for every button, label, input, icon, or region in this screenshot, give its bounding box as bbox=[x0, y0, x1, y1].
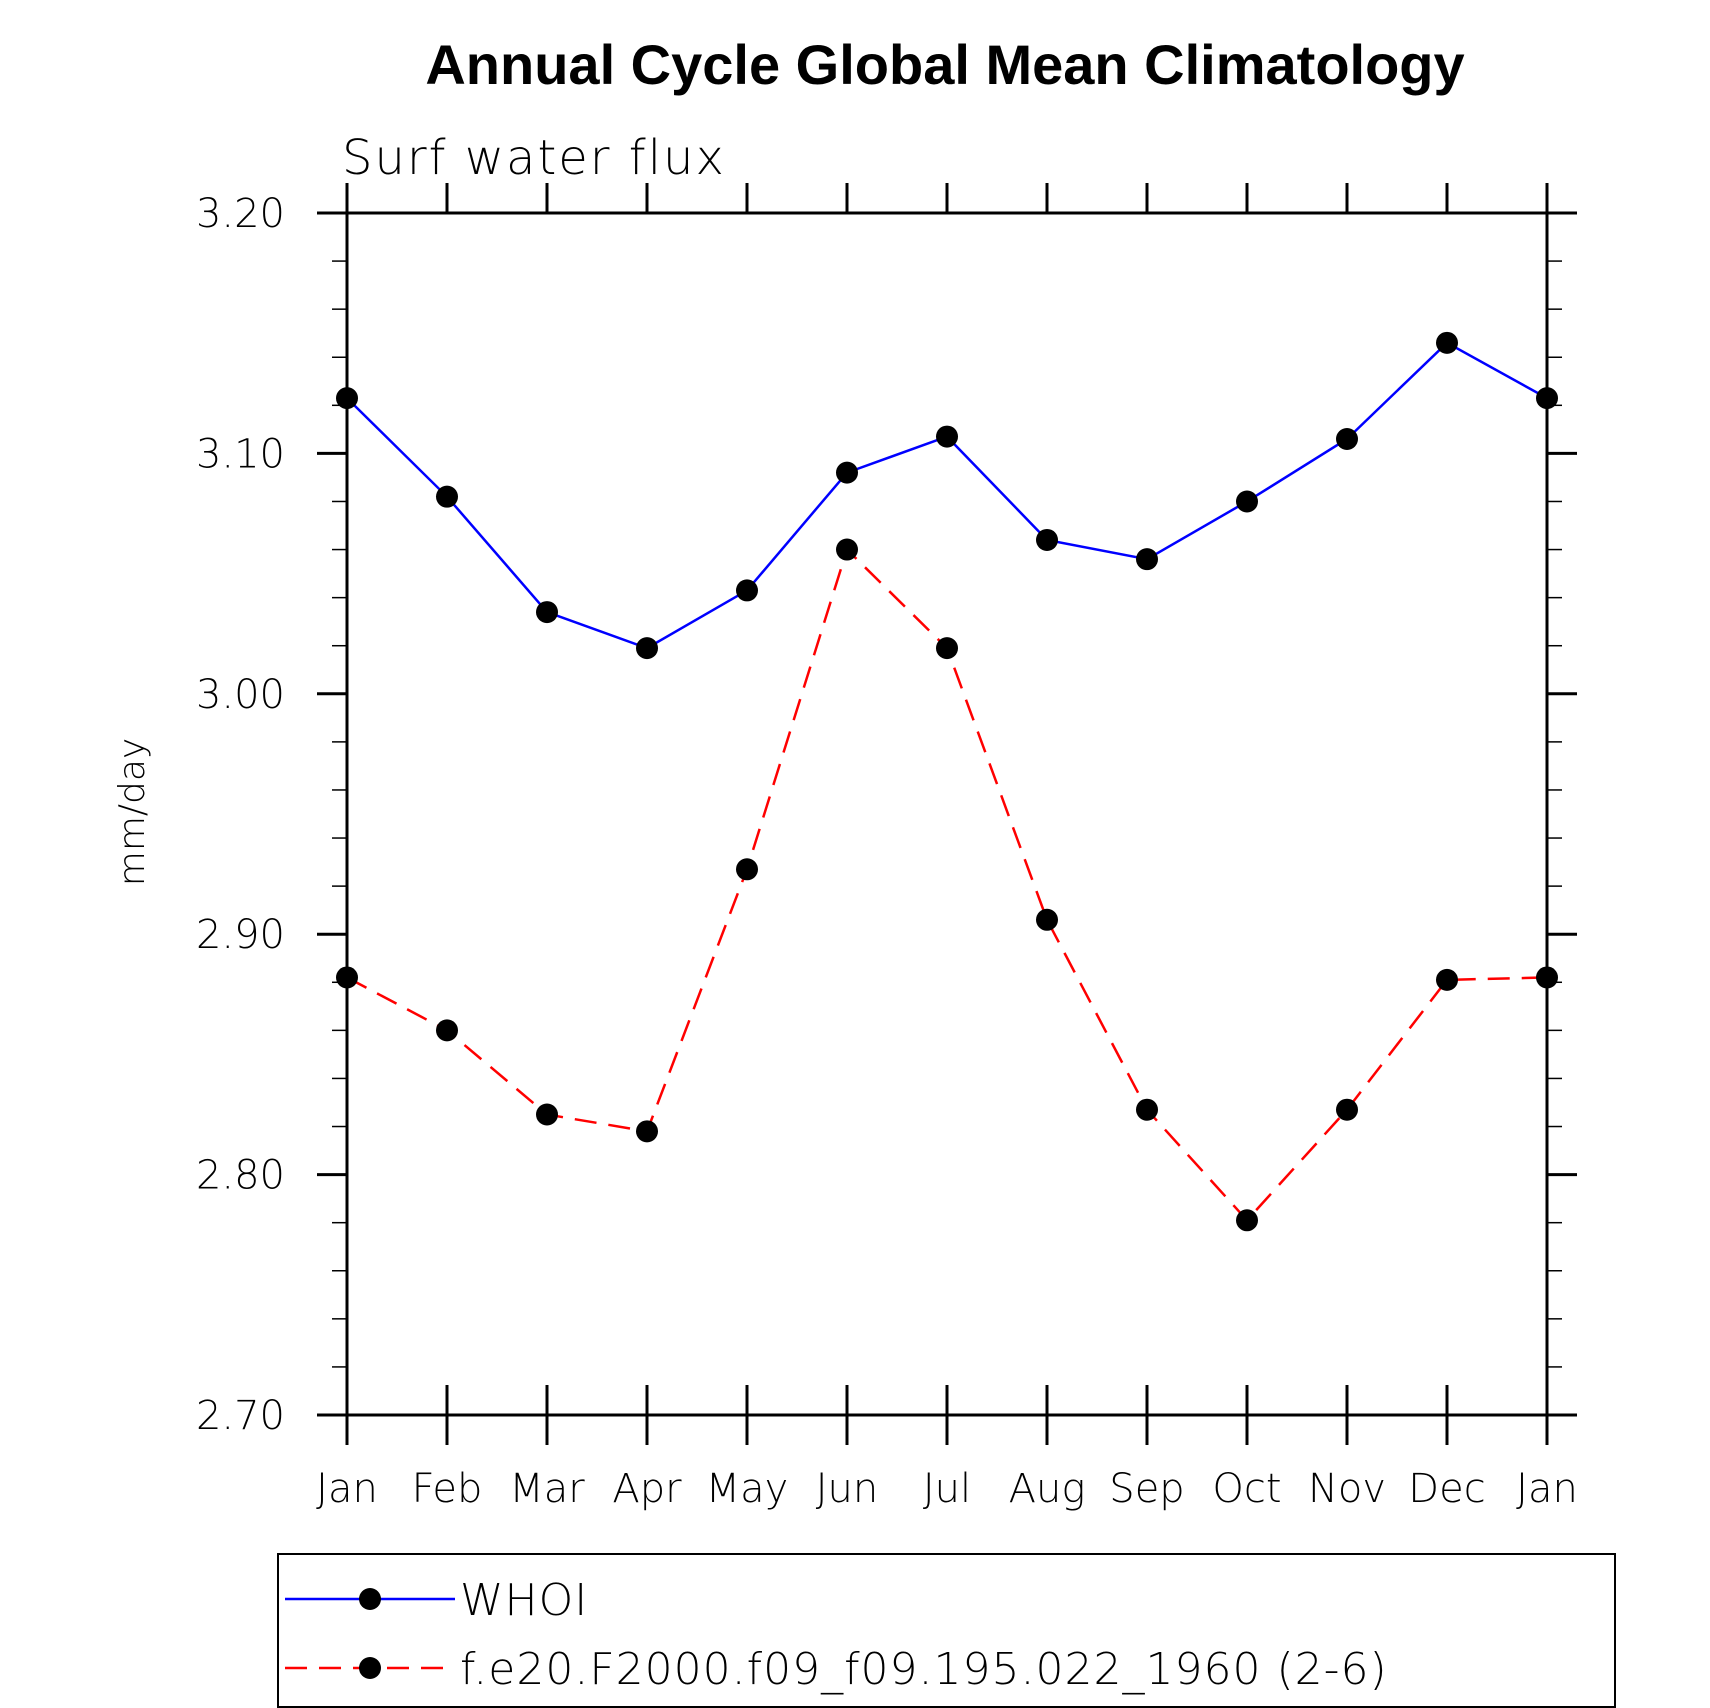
tick-labels: Jan Feb Mar Apr May Jun Jul Aug Sep Oct Nov Dec Jan 3… bbox=[196, 191, 1578, 1512]
series-1-point bbox=[536, 1103, 558, 1126]
series-1-point bbox=[336, 966, 358, 989]
series-0-point bbox=[536, 601, 558, 624]
x-tick-label: Jun bbox=[816, 1466, 879, 1512]
legend-box bbox=[277, 1553, 1616, 1708]
series-0-point bbox=[636, 637, 658, 660]
x-tick-label: Nov bbox=[1308, 1466, 1386, 1512]
plot-frame bbox=[345, 211, 1549, 1417]
x-tick-label: Jul bbox=[923, 1466, 971, 1512]
x-tick-label: Dec bbox=[1408, 1466, 1485, 1512]
y-tick-label: 3.20 bbox=[196, 191, 285, 237]
y-tick-label: 3.00 bbox=[196, 672, 285, 718]
series-line-0 bbox=[346, 341, 1548, 650]
x-tick-label: Apr bbox=[612, 1466, 682, 1512]
series-0-point bbox=[1336, 427, 1358, 450]
legend-label-model: f.e20.F2000.f09_f09.195.022_1960 (2-6) bbox=[460, 1644, 1388, 1695]
series-1-point bbox=[436, 1019, 458, 1042]
series-1-point bbox=[1336, 1098, 1358, 1121]
legend-marker-model bbox=[359, 1657, 381, 1679]
x-tick-label: Sep bbox=[1109, 1466, 1184, 1512]
series-1-point bbox=[636, 1120, 658, 1143]
series-1-point bbox=[1236, 1209, 1258, 1232]
series-0-point bbox=[1436, 331, 1458, 354]
series-0-point bbox=[1036, 528, 1058, 551]
chart-subtitle: Surf water flux bbox=[342, 130, 726, 186]
axis-ticks bbox=[317, 183, 1577, 1445]
series-1-point bbox=[1436, 968, 1458, 991]
series-0-point bbox=[836, 461, 858, 484]
x-tick-label: Jan bbox=[316, 1466, 378, 1512]
y-tick-label: 3.10 bbox=[196, 431, 285, 477]
x-tick-label: Jan bbox=[1516, 1466, 1578, 1512]
series-0-point bbox=[936, 425, 958, 448]
x-tick-label: Aug bbox=[1009, 1466, 1086, 1512]
x-tick-label: Feb bbox=[412, 1466, 483, 1512]
series-0-point bbox=[1236, 490, 1258, 513]
series-1-point bbox=[736, 858, 758, 881]
y-tick-label: 2.70 bbox=[196, 1393, 285, 1439]
x-tick-label: Oct bbox=[1212, 1466, 1281, 1512]
series-0-point bbox=[436, 485, 458, 508]
series-1-point bbox=[1136, 1098, 1158, 1121]
series-0-point bbox=[336, 387, 358, 410]
x-tick-label: May bbox=[706, 1466, 789, 1512]
legend-label-whoi: WHOI bbox=[460, 1575, 588, 1626]
series-1-point bbox=[1036, 908, 1058, 931]
series-1-point bbox=[1536, 966, 1558, 989]
y-tick-label: 2.90 bbox=[196, 912, 285, 958]
series-layer bbox=[336, 331, 1558, 1232]
y-axis-label: mm/day bbox=[112, 738, 153, 886]
x-tick-label: Mar bbox=[509, 1466, 585, 1512]
legend-marker-whoi bbox=[359, 1588, 381, 1610]
y-tick-label: 2.80 bbox=[196, 1153, 285, 1199]
series-1-point bbox=[836, 538, 858, 561]
series-0-point bbox=[736, 579, 758, 602]
series-0-point bbox=[1536, 387, 1558, 410]
legend: WHOI f.e20.F2000.f09_f09.195.022_1960 (2… bbox=[277, 1553, 1616, 1708]
chart-title: Annual Cycle Global Mean Climatology bbox=[425, 33, 1464, 96]
series-1-point bbox=[936, 637, 958, 660]
series-0-point bbox=[1136, 548, 1158, 571]
